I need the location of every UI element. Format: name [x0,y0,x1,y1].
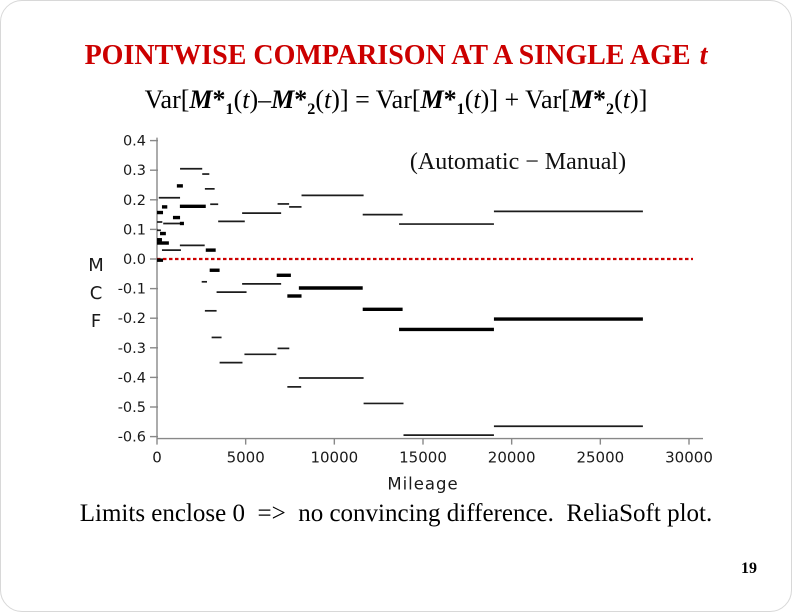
formula-token: t [473,85,481,114]
formula-token: ] + Var[ [489,85,570,114]
conclusion-text: Limits enclose 0 => no convincing differ… [79,500,713,527]
formula-token: M [189,85,213,114]
slide-title-text: POINTWISE COMPARISON AT A SINGLE AGE [84,40,691,71]
formula-token: ) [480,85,490,114]
x-tick-label: 25000 [576,449,624,467]
formula-token: 1 [225,101,234,119]
y-tick-label: 0.1 [123,222,146,238]
x-tick-label: 5000 [227,449,265,467]
formula-token: * [212,85,226,114]
series-annotation: (Automatic − Manual) [409,149,627,175]
slide-title: POINTWISE COMPARISON AT A SINGLE AGE t [1,39,791,73]
y-tick-label: -0.6 [118,430,146,446]
y-tick-label: -0.4 [118,370,146,386]
y-axis-label-letter: F [90,311,102,332]
slide-title-variable: t [699,40,708,71]
formula-token: – [258,85,272,114]
formula-token: * [593,85,607,114]
y-tick-label: 0.4 [123,134,146,150]
variance-formula: Var[M*1(t)–M*2(t)] = Var[M*1(t)] + Var[M… [1,83,791,119]
formula-token: ) [249,85,259,114]
formula-token: ( [464,85,474,114]
formula-token: * [294,85,308,114]
formula-token: Var[ [144,85,190,114]
formula-token: ( [233,85,243,114]
formula-token: ) [630,85,639,114]
formula-token: t [324,85,332,114]
x-tick-label: 10000 [310,449,358,467]
formula-token: 1 [456,101,465,119]
page-number: 19 [741,560,757,577]
formula-token: t [242,85,250,114]
formula-token: 2 [606,101,615,119]
formula-token: M [271,85,295,114]
formula-token: t [622,85,631,114]
mcf-chart-svg: 0.4 0.3 0.2 0.1 0.0 -0.1 -0.2 -0.3 -0.4 -0.5 -0.6 0… [118,134,713,494]
x-tick-label: 30000 [665,449,713,467]
x-tick-label: 0 [152,449,162,467]
y-tick-label: 0.3 [123,163,146,179]
mcf-difference-chart: 0.4 0.3 0.2 0.1 0.0 -0.1 -0.2 -0.3 -0.4 -0.5 -0.6 0… [71,129,731,507]
formula-token: ] = Var[ [339,85,421,114]
x-tick-label: 20000 [488,449,536,467]
formula-token: M [569,85,594,114]
y-tick-label: 0.2 [123,193,146,209]
formula-token: M [420,85,444,114]
y-tick-label: -0.2 [118,311,146,327]
formula-token: ( [614,85,623,114]
x-tick-label: 15000 [399,449,447,467]
y-axis-label-letter: C [89,283,103,304]
formula-token: ) [331,85,340,114]
y-tick-label: 0.0 [123,252,146,268]
formula-token: * [443,85,457,114]
formula-token: ] [638,85,648,114]
y-tick-label: -0.5 [118,400,146,416]
y-tick-label: -0.3 [118,341,146,357]
formula-token: 2 [307,101,316,119]
y-axis-label-letter: M [88,255,104,276]
y-tick-label: -0.1 [118,282,146,298]
x-axis-title: Mileage [387,475,458,494]
formula-token: ( [315,85,325,114]
